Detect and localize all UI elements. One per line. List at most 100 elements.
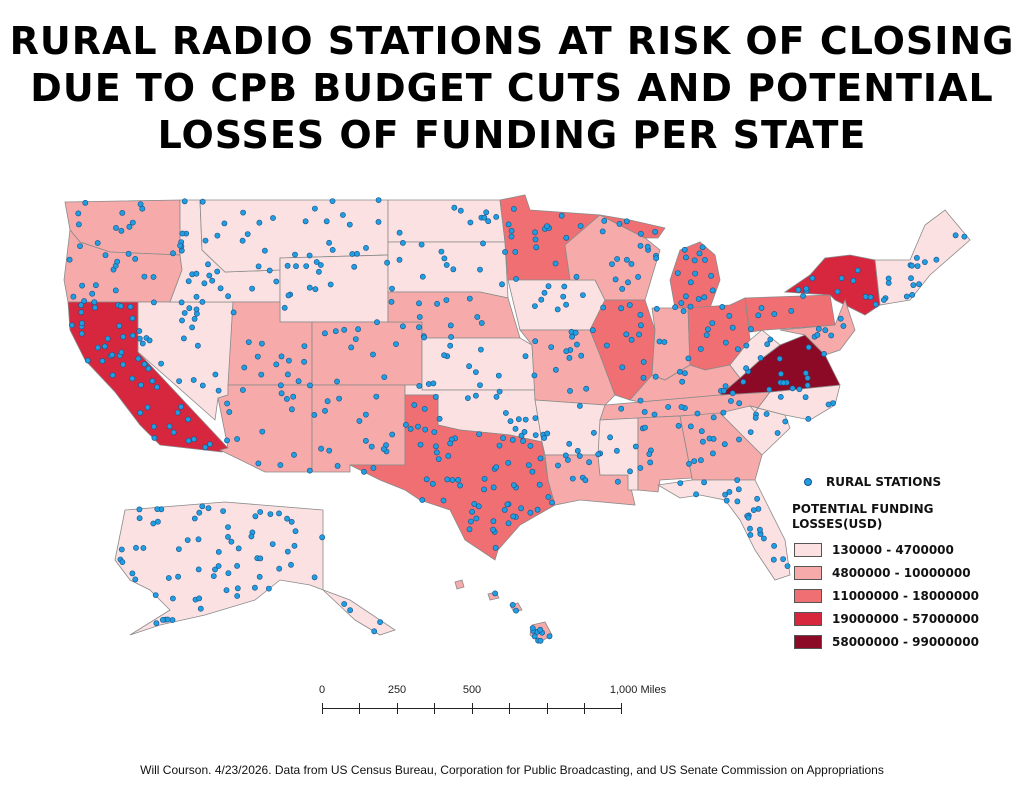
station-dot [595,451,602,458]
station-dot [432,393,439,400]
station-dot [469,508,475,515]
station-dot [507,418,514,425]
station-dot [563,234,570,241]
station-dot [476,431,482,437]
station-dot [821,350,827,357]
station-dot [241,364,248,371]
station-dot [169,595,176,602]
station-dot [481,486,487,493]
legend-stations: RURAL STATIONS [790,472,1020,492]
scale-label-500: 500 [462,684,482,696]
station-dot [257,509,264,515]
station-dot [174,409,181,416]
station-dot [114,258,121,265]
station-dot [175,546,182,552]
station-dot [544,223,550,229]
station-dot [691,458,698,464]
station-dot [302,218,309,225]
station-dot [185,278,192,285]
station-dot [75,210,82,217]
station-dot [258,340,265,347]
station-dot [76,221,82,228]
station-dot [185,416,191,423]
station-dot [447,440,454,447]
state-new-england [874,209,971,306]
station-dot [513,607,519,614]
station-dot [252,513,259,520]
station-dot [752,414,759,421]
us-map [63,194,971,644]
state-new-mexico [311,384,406,473]
station-dot [838,275,845,282]
station-dot [311,574,318,581]
station-dot [726,488,733,495]
station-dot [961,233,968,240]
station-dot [709,320,716,326]
station-dot [421,405,428,412]
map-title: RURAL RADIO STATIONS AT RISK OF CLOSING … [0,18,1024,159]
station-dot [441,352,447,359]
station-dot [500,435,506,441]
station-dot [273,278,280,285]
station-dot [347,607,353,614]
station-dot [723,497,730,504]
station-dot [637,242,644,249]
station-dot [381,374,388,380]
station-dot [89,290,96,297]
station-dot [691,257,698,264]
station-dot [451,204,458,211]
station-dot [525,462,532,468]
station-dot [518,432,525,439]
station-dot [380,446,387,452]
station-dot [705,326,711,333]
station-dot [477,382,483,388]
station-dot [278,353,285,360]
station-dot [804,375,811,381]
station-dot [146,337,153,344]
station-dot [815,325,822,332]
station-dot [234,436,240,442]
station-dot [326,239,332,246]
station-dot [618,405,625,412]
title-line-1: RURAL RADIO STATIONS AT RISK OF CLOSING [9,19,1015,63]
station-dot [701,479,707,486]
station-dot [261,247,268,254]
station-dot [722,383,729,389]
station-dot [323,218,330,225]
station-dot [230,309,237,316]
station-dot [572,329,579,336]
station-dot [234,593,241,599]
station-dot [348,344,355,351]
station-dot [623,218,630,225]
station-dot [795,286,802,293]
station-dot [549,499,555,506]
station-dot [120,333,127,340]
station-dot [136,335,143,342]
station-dot [434,300,440,307]
station-dot [326,447,333,454]
station-dot [532,236,539,243]
station-dot [778,370,784,377]
station-dot [329,198,336,204]
station-dot [384,259,390,266]
legend-swatch [794,634,822,649]
station-dot [396,229,403,236]
station-dot [417,441,424,448]
station-dot [599,228,606,235]
station-dot [496,388,503,395]
station-dot [430,380,437,387]
station-dot [315,268,322,275]
station-dot [532,432,539,438]
station-dot [674,270,681,276]
station-dot [270,215,276,221]
station-dot [129,375,136,382]
station-dot [429,480,436,487]
station-dot [537,455,544,462]
station-dot [862,293,869,300]
station-dot [485,218,492,225]
legend-stations-label: RURAL STATIONS [826,475,942,489]
station-dot [362,411,369,418]
station-dot [399,240,406,246]
station-dot [640,359,647,365]
station-dot [492,544,499,551]
